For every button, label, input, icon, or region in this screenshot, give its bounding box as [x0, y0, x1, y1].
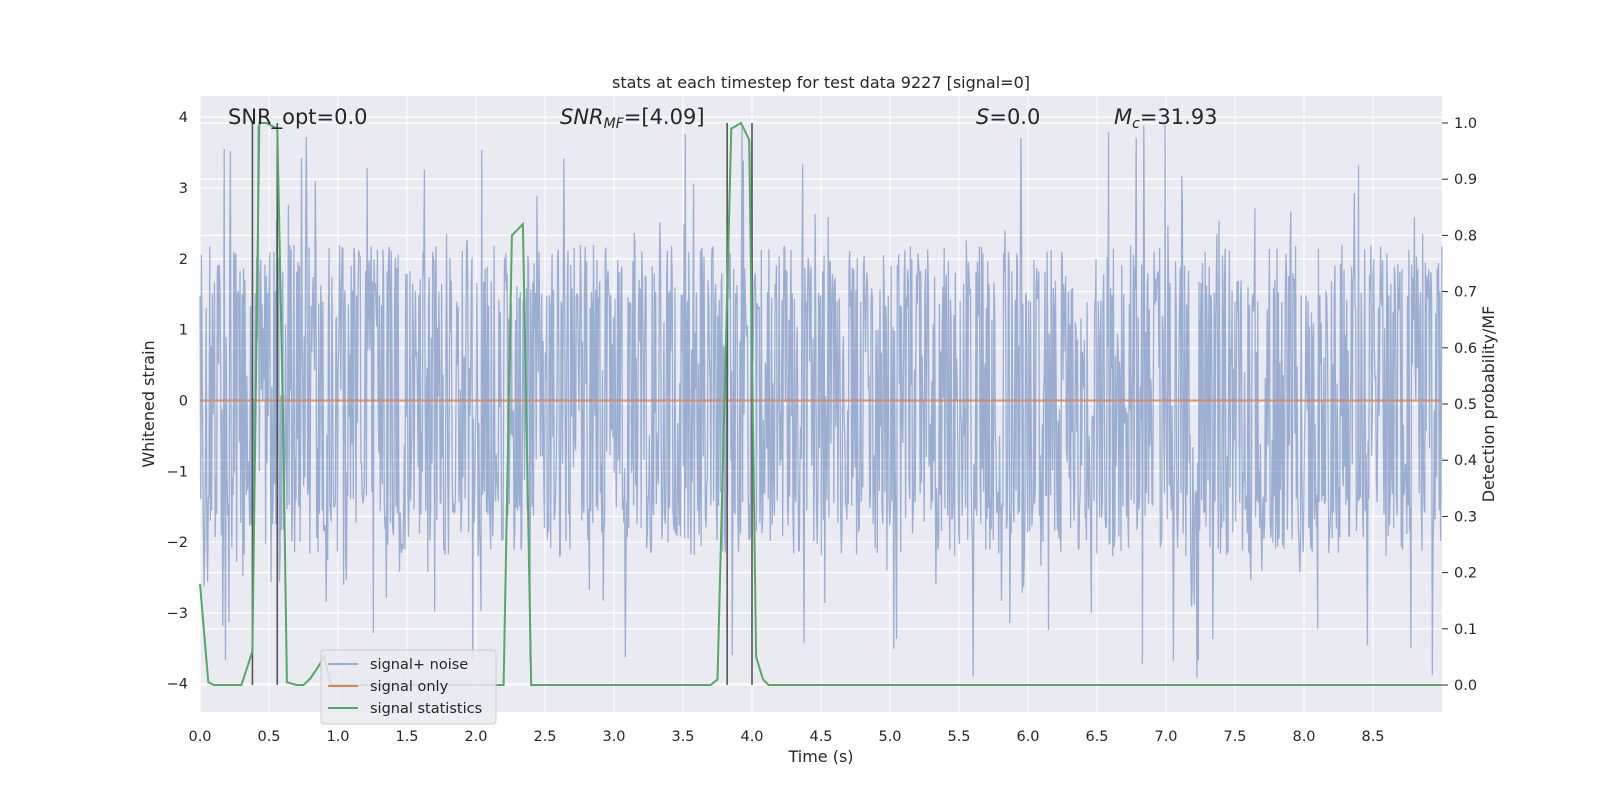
- y-tick-label: 0: [179, 393, 188, 409]
- y2-tick-label: 0.8: [1454, 228, 1477, 244]
- y2-axis-label: Detection probability/MF: [1479, 306, 1498, 503]
- y-tick-label: −4: [167, 677, 188, 693]
- x-tick-label: 0.5: [257, 729, 280, 745]
- annotation-snr-opt: SNR_opt=0.0: [228, 105, 368, 130]
- y2-tick-label: 0.2: [1454, 566, 1477, 582]
- annotation-s-value: =0.0: [989, 105, 1040, 129]
- y2-tick-label: 0.7: [1454, 285, 1477, 301]
- annotation-s-var: S: [976, 105, 989, 129]
- x-tick-label: 7.5: [1223, 729, 1246, 745]
- y-axis-label: Whitened strain: [139, 340, 158, 467]
- legend-box: [320, 649, 497, 725]
- x-tick-label: 5.0: [878, 729, 901, 745]
- annotation-snr-mf-main: SNR: [560, 105, 604, 129]
- annotation-s: S=0.0: [976, 105, 1040, 129]
- x-tick-label: 5.5: [947, 729, 970, 745]
- y-tick-label: 2: [179, 252, 188, 268]
- y2-tick-label: 0.1: [1454, 622, 1477, 638]
- y2-tick-label: 0.6: [1454, 341, 1477, 357]
- x-tick-label: 8.5: [1361, 729, 1384, 745]
- y-tick-label: −2: [167, 535, 188, 551]
- x-tick-label: 2.5: [533, 729, 556, 745]
- y-tick-label: 1: [179, 323, 188, 339]
- y-tick-label: −3: [167, 606, 188, 622]
- y2-tick-label: 0.4: [1454, 453, 1477, 469]
- annotation-snr-mf-sub: MF: [604, 116, 625, 132]
- annotation-mc: Mc=31.93: [1114, 105, 1218, 132]
- y-tick-label: 3: [179, 181, 188, 197]
- x-tick-label: 1.5: [395, 729, 418, 745]
- y2-tick-label: 0.3: [1454, 509, 1477, 525]
- annotation-snr-mf: SNRMF=[4.09]: [560, 105, 705, 132]
- x-tick-label: 2.0: [464, 729, 487, 745]
- y2-tick-label: 0.9: [1454, 172, 1477, 188]
- x-tick-label: 3.0: [602, 729, 625, 745]
- x-axis-label: Time (s): [787, 747, 853, 766]
- y2-tick-label: 0.5: [1454, 397, 1477, 413]
- legend: signal+ noise signal only signal statist…: [320, 649, 497, 725]
- signal-noise-line: [199, 124, 1443, 678]
- legend-label-signal-statistics: signal statistics: [370, 701, 482, 717]
- x-tick-label: 0.0: [188, 729, 211, 745]
- y-tick-label: 4: [179, 110, 188, 126]
- y-axis-ticks: −4 −3 −2 −1 0 1 2 3 4: [167, 110, 188, 692]
- x-tick-label: 4.0: [740, 729, 763, 745]
- y-tick-label: −1: [167, 464, 188, 480]
- annotation-mc-sub: c: [1132, 116, 1140, 132]
- x-tick-label: 4.5: [809, 729, 832, 745]
- x-tick-label: 8.0: [1292, 729, 1315, 745]
- x-tick-label: 7.0: [1154, 729, 1177, 745]
- legend-label-signal-only: signal only: [370, 679, 449, 695]
- y2-tick-label: 0.0: [1454, 678, 1477, 694]
- signal-noise-series: [199, 124, 1443, 678]
- annotation-mc-var: M: [1114, 105, 1132, 129]
- annotation-snr-mf-value: =[4.09]: [624, 105, 705, 129]
- y2-axis-ticks: 0.0 0.1 0.2 0.3 0.4 0.5 0.6 0.7 0.8 0.9 1.0: [1442, 116, 1477, 694]
- x-tick-label: 6.0: [1016, 729, 1039, 745]
- x-tick-label: 3.5: [671, 729, 694, 745]
- x-tick-label: 6.5: [1085, 729, 1108, 745]
- annotation-mc-value: =31.93: [1140, 105, 1218, 129]
- legend-label-signal-noise: signal+ noise: [370, 657, 468, 673]
- chart-title: stats at each timestep for test data 922…: [612, 73, 1030, 92]
- y2-tick-label: 1.0: [1454, 116, 1477, 132]
- x-axis-ticks: 0.0 0.5 1.0 1.5 2.0 2.5 3.0 3.5 4.0 4.5 5.0 5.5 6.0 6…: [188, 729, 1384, 745]
- x-tick-label: 1.0: [326, 729, 349, 745]
